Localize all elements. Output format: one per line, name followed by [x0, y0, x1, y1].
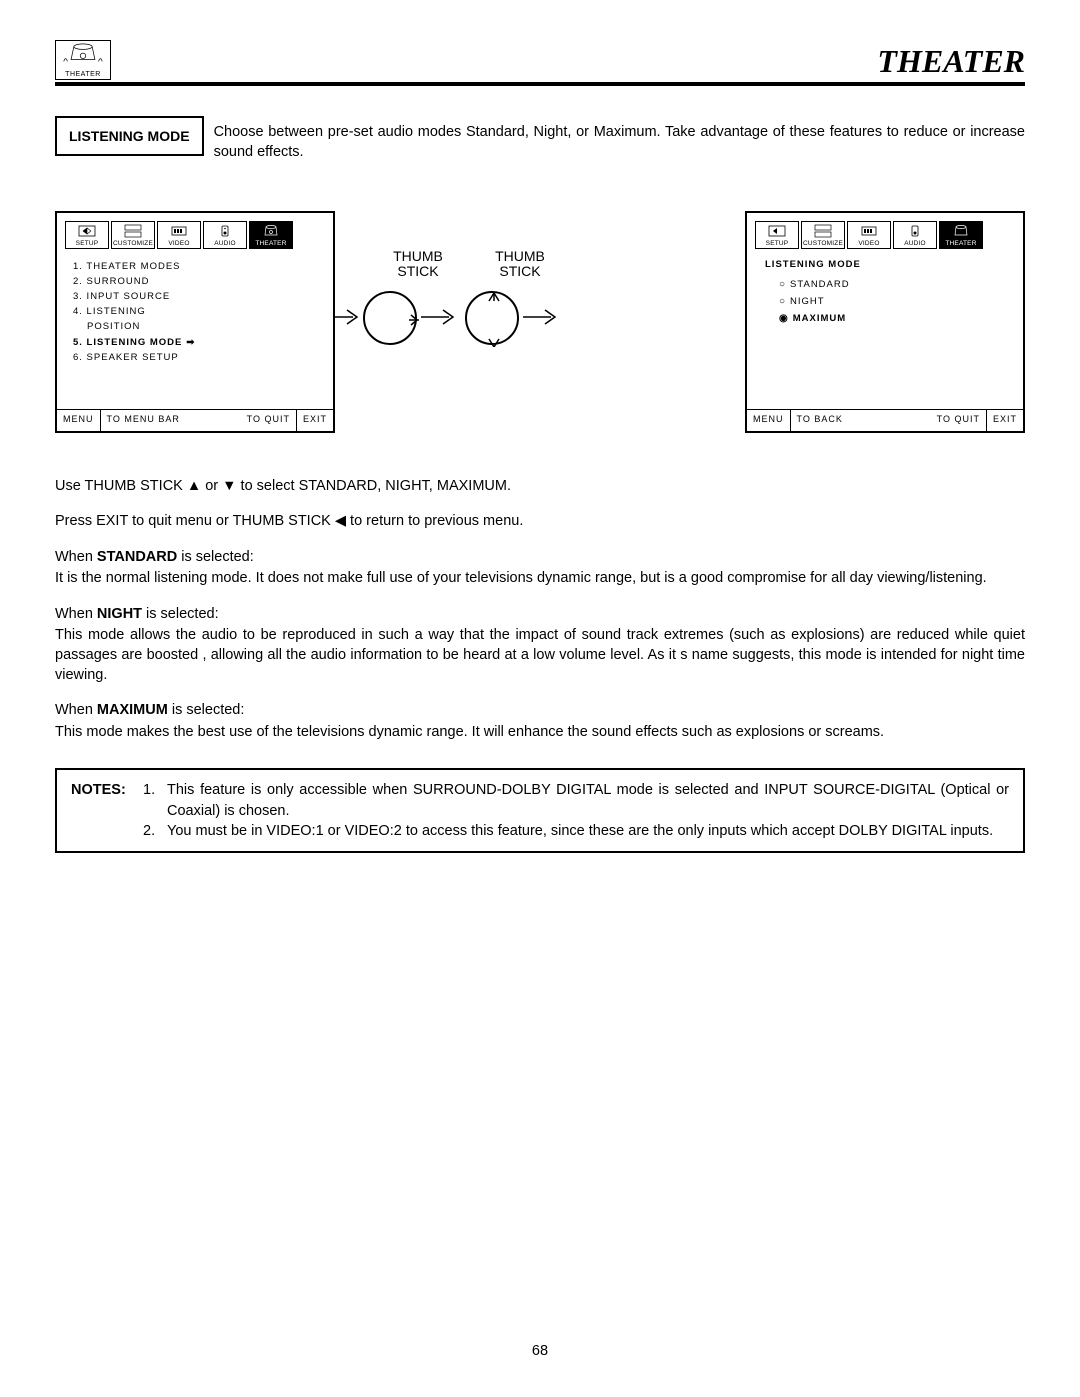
corner-theater-icon: THEATER	[55, 40, 111, 80]
tab-audio: AUDIO	[203, 221, 247, 249]
menu-item: 2. SURROUND	[73, 274, 317, 289]
tab-theater: THEATER	[249, 221, 293, 249]
maximum-heading: When MAXIMUM is selected:	[55, 701, 1025, 721]
tab-audio: AUDIO	[893, 221, 937, 249]
diagram-row: SETUP CUSTOMIZE VIDEO AUDIO THEATER 1. T…	[55, 211, 1025, 433]
intro-text: Choose between pre-set audio modes Stand…	[214, 116, 1025, 163]
footer-menu: MENU	[57, 410, 101, 431]
footer-exit: EXIT	[296, 410, 333, 431]
right-screen-title: LISTENING MODE	[755, 255, 1015, 272]
right-footer: MENU TO BACK TO QUIT EXIT	[747, 409, 1023, 431]
tab-customize: CUSTOMIZE	[801, 221, 845, 249]
maximum-body: This mode makes the best use of the tele…	[55, 723, 1025, 743]
thumb-circle-2	[465, 291, 519, 345]
note-text: You must be in VIDEO:1 or VIDEO:2 to acc…	[167, 821, 1009, 841]
thumb-label-2: THUMB STICK	[485, 249, 555, 280]
left-menu-list: 1. THEATER MODES 2. SURROUND 3. INPUT SO…	[65, 255, 325, 365]
listening-mode-label-box: LISTENING MODE	[55, 116, 204, 156]
footer-to-quit: TO QUIT	[241, 410, 296, 431]
instruction-1: Use THUMB STICK ▲ or ▼ to select STANDAR…	[55, 477, 1025, 497]
tab-video: VIDEO	[847, 221, 891, 249]
page-number: 68	[0, 1343, 1080, 1359]
note-number: 2.	[143, 821, 167, 841]
right-menu-screen: SETUP CUSTOMIZE VIDEO AUDIO THEATER LIST…	[745, 211, 1025, 433]
footer-menu: MENU	[747, 410, 791, 431]
arrow-right-icon	[421, 307, 461, 327]
tab-video: VIDEO	[157, 221, 201, 249]
menu-item: 6. SPEAKER SETUP	[73, 350, 317, 365]
thumb-circle-1	[363, 291, 417, 345]
radio-option-selected: MAXIMUM	[779, 310, 1007, 327]
instruction-2: Press EXIT to quit menu or THUMB STICK ◀…	[55, 512, 1025, 532]
radio-option: NIGHT	[779, 293, 1007, 310]
tab-theater: THEATER	[939, 221, 983, 249]
night-body: This mode allows the audio to be reprodu…	[55, 626, 1025, 685]
title-rule	[55, 82, 1025, 86]
corner-label: THEATER	[65, 71, 101, 78]
tab-setup: SETUP	[65, 221, 109, 249]
radio-option: STANDARD	[779, 276, 1007, 293]
arrow-right-icon	[333, 307, 365, 327]
notes-label: NOTES:	[71, 780, 143, 821]
menu-item: 4. LISTENING	[73, 304, 317, 319]
left-footer: MENU TO MENU BAR TO QUIT EXIT	[57, 409, 333, 431]
menu-item: 1. THEATER MODES	[73, 259, 317, 274]
menu-item-selected: 5. LISTENING MODE➡	[73, 335, 317, 350]
tab-bar: SETUP CUSTOMIZE VIDEO AUDIO THEATER	[755, 221, 1015, 249]
header-row: THEATER THEATER	[55, 40, 1025, 80]
intro-section: LISTENING MODE Choose between pre-set au…	[55, 116, 1025, 163]
page-title: THEATER	[877, 43, 1025, 80]
footer-to-quit: TO QUIT	[931, 410, 986, 431]
night-heading: When NIGHT is selected:	[55, 605, 1025, 625]
left-menu-screen: SETUP CUSTOMIZE VIDEO AUDIO THEATER 1. T…	[55, 211, 335, 433]
thumb-stick-diagram: THUMB STICK THUMB STICK	[335, 211, 745, 433]
body-text: Use THUMB STICK ▲ or ▼ to select STANDAR…	[55, 477, 1025, 743]
notes-box: NOTES: 1. This feature is only accessibl…	[55, 768, 1025, 853]
standard-heading: When STANDARD is selected:	[55, 548, 1025, 568]
tab-setup: SETUP	[755, 221, 799, 249]
menu-item: 3. INPUT SOURCE	[73, 289, 317, 304]
footer-to-back: TO BACK	[791, 410, 849, 431]
note-text: This feature is only accessible when SUR…	[167, 780, 1009, 821]
thumb-label-1: THUMB STICK	[383, 249, 453, 280]
arrow-right-icon	[523, 307, 563, 327]
tab-customize: CUSTOMIZE	[111, 221, 155, 249]
menu-item: POSITION	[73, 319, 317, 334]
tab-bar: SETUP CUSTOMIZE VIDEO AUDIO THEATER	[65, 221, 325, 249]
note-number: 1.	[143, 780, 167, 821]
standard-body: It is the normal listening mode. It does…	[55, 569, 1025, 589]
footer-to-menu-bar: TO MENU BAR	[101, 410, 186, 431]
right-radio-list: STANDARD NIGHT MAXIMUM	[755, 272, 1015, 327]
footer-exit: EXIT	[986, 410, 1023, 431]
